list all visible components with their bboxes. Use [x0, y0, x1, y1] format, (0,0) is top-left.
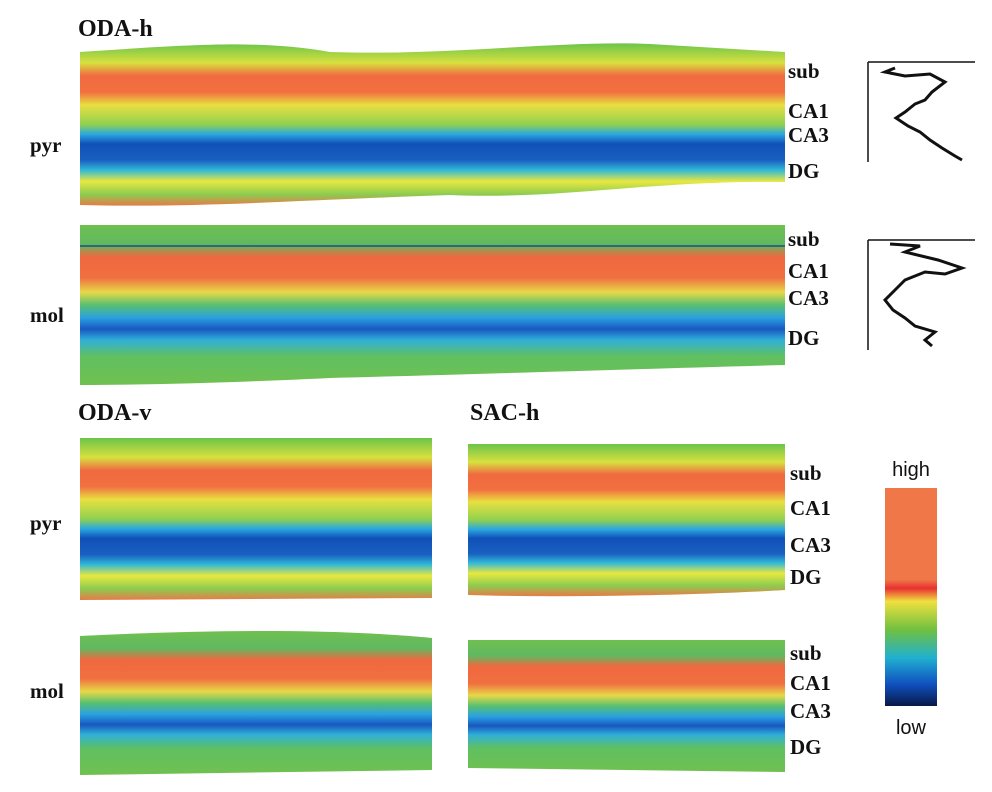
layer-label: CA1	[788, 259, 829, 283]
layer-label: DG	[790, 735, 822, 759]
layer-label: sub	[790, 461, 822, 485]
layer-label: sub	[788, 227, 820, 251]
layer-label: CA3	[788, 286, 829, 310]
profile-plot	[867, 61, 975, 350]
row-label: pyr	[30, 133, 62, 157]
heatmap	[80, 438, 432, 600]
heatmap	[80, 43, 785, 206]
heatmap	[80, 225, 785, 385]
heatmap	[468, 640, 785, 772]
colorbar-label: high	[892, 459, 930, 481]
layer-label: DG	[788, 326, 820, 350]
layer-label: sub	[790, 641, 822, 665]
row-label: mol	[30, 679, 64, 703]
layer-label: DG	[790, 565, 822, 589]
colorbar	[885, 488, 937, 706]
layer-label: CA1	[790, 496, 831, 520]
colorbar-label: low	[896, 717, 927, 739]
layer-label: CA3	[790, 699, 831, 723]
layer-label: CA3	[788, 123, 829, 147]
row-label: pyr	[30, 511, 62, 535]
layer-label: CA1	[790, 671, 831, 695]
layer-label: CA1	[788, 99, 829, 123]
heatmap	[468, 444, 785, 597]
row-label: mol	[30, 303, 64, 327]
layer-label: DG	[788, 159, 820, 183]
panel-title: ODA-v	[78, 400, 151, 426]
panel-title: SAC-h	[470, 400, 539, 426]
layer-label: sub	[788, 59, 820, 83]
heatmap	[80, 631, 432, 775]
panel-title: ODA-h	[78, 16, 153, 42]
layer-label: CA3	[790, 533, 831, 557]
